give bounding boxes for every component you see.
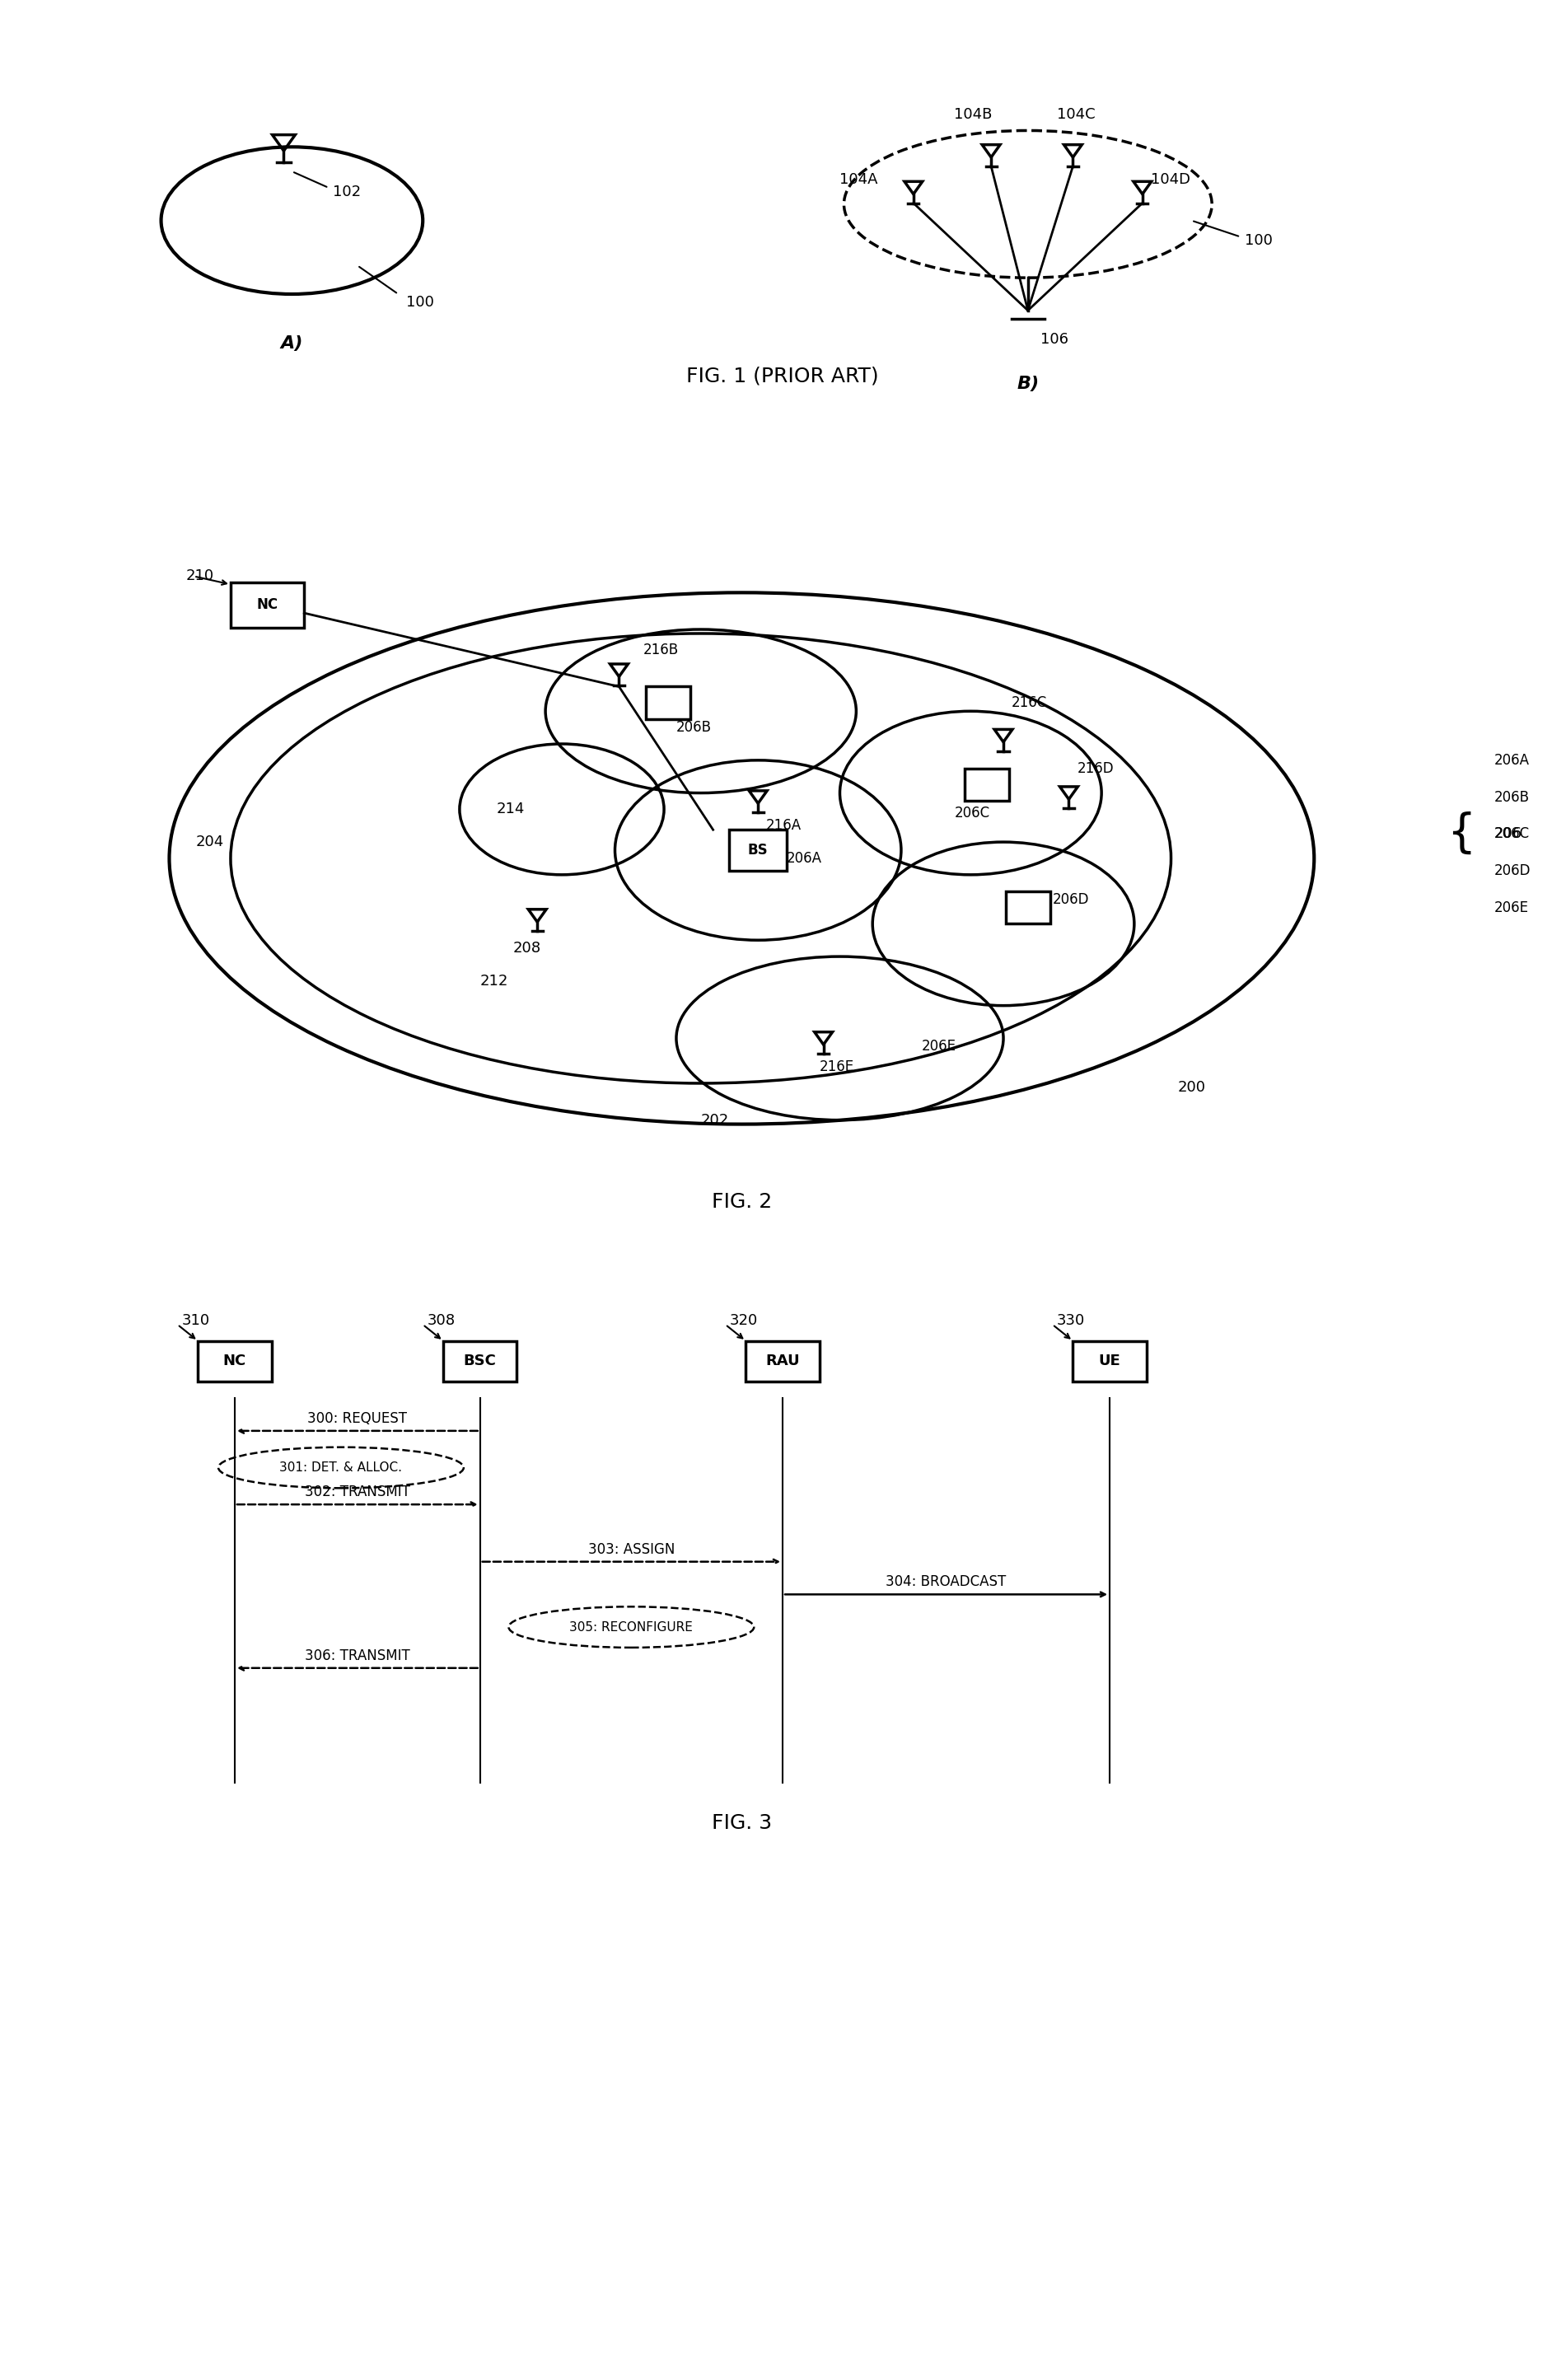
Text: 200: 200 <box>1178 1081 1206 1095</box>
Text: BSC: BSC <box>464 1354 496 1368</box>
Text: 306: TRANSMIT: 306: TRANSMIT <box>305 1649 410 1664</box>
Text: 104D: 104D <box>1151 171 1190 188</box>
Text: 100: 100 <box>407 295 434 309</box>
Text: 302: TRANSMIT: 302: TRANSMIT <box>305 1485 410 1499</box>
FancyBboxPatch shape <box>965 769 1010 802</box>
Text: 216D: 216D <box>1077 762 1113 776</box>
Text: 320: 320 <box>730 1314 758 1328</box>
FancyBboxPatch shape <box>745 1340 819 1383</box>
FancyBboxPatch shape <box>443 1340 517 1383</box>
Text: UE: UE <box>1099 1354 1121 1368</box>
Text: 210: 210 <box>186 569 213 583</box>
Text: 206E: 206E <box>922 1040 957 1054</box>
Text: 102: 102 <box>334 186 360 200</box>
Text: FIG. 1 (PRIOR ART): FIG. 1 (PRIOR ART) <box>686 367 879 386</box>
Text: 310: 310 <box>182 1314 210 1328</box>
Text: 206: 206 <box>1494 826 1522 840</box>
Text: 300: REQUEST: 300: REQUEST <box>307 1411 407 1426</box>
Text: 202: 202 <box>702 1114 730 1128</box>
Text: 216E: 216E <box>819 1059 853 1073</box>
Text: 216A: 216A <box>766 819 802 833</box>
Text: 206B: 206B <box>1494 790 1530 804</box>
Text: 104A: 104A <box>839 171 879 188</box>
Text: 301: DET. & ALLOC.: 301: DET. & ALLOC. <box>280 1461 402 1473</box>
Text: 206E: 206E <box>1494 900 1528 914</box>
Text: 216C: 216C <box>1012 695 1048 709</box>
Text: 303: ASSIGN: 303: ASSIGN <box>587 1542 675 1557</box>
Text: 106: 106 <box>1040 331 1068 347</box>
Text: 206C: 206C <box>1494 826 1530 840</box>
FancyBboxPatch shape <box>1073 1340 1146 1383</box>
Text: 308: 308 <box>428 1314 456 1328</box>
FancyBboxPatch shape <box>645 688 691 719</box>
FancyBboxPatch shape <box>197 1340 271 1383</box>
Text: 330: 330 <box>1057 1314 1085 1328</box>
Text: BS: BS <box>749 843 769 857</box>
Text: 206B: 206B <box>677 721 711 735</box>
Text: 206D: 206D <box>1052 892 1088 907</box>
Text: 212: 212 <box>481 973 509 988</box>
Text: 208: 208 <box>512 940 540 957</box>
Text: 204: 204 <box>196 835 224 850</box>
Text: 305: RECONFIGURE: 305: RECONFIGURE <box>570 1621 694 1633</box>
Text: NC: NC <box>257 597 279 612</box>
Text: 206A: 206A <box>786 852 822 866</box>
Text: FIG. 3: FIG. 3 <box>711 1814 772 1833</box>
Text: 206C: 206C <box>954 807 990 821</box>
Text: RAU: RAU <box>766 1354 800 1368</box>
Text: 206D: 206D <box>1494 864 1530 878</box>
FancyBboxPatch shape <box>230 583 304 628</box>
FancyBboxPatch shape <box>730 831 786 871</box>
Text: 214: 214 <box>496 802 525 816</box>
Text: FIG. 2: FIG. 2 <box>711 1192 772 1211</box>
Ellipse shape <box>509 1606 753 1647</box>
Text: 304: BROADCAST: 304: BROADCAST <box>886 1576 1007 1590</box>
Text: 100: 100 <box>1245 233 1273 248</box>
Text: 206A: 206A <box>1494 752 1530 769</box>
Text: A): A) <box>280 336 304 352</box>
Ellipse shape <box>218 1447 464 1488</box>
Text: 104C: 104C <box>1057 107 1095 121</box>
Text: {: { <box>1447 812 1475 857</box>
Text: B): B) <box>1016 376 1040 393</box>
Text: 216B: 216B <box>644 643 680 657</box>
FancyBboxPatch shape <box>1005 890 1051 923</box>
Text: NC: NC <box>222 1354 246 1368</box>
Text: 104B: 104B <box>954 107 993 121</box>
